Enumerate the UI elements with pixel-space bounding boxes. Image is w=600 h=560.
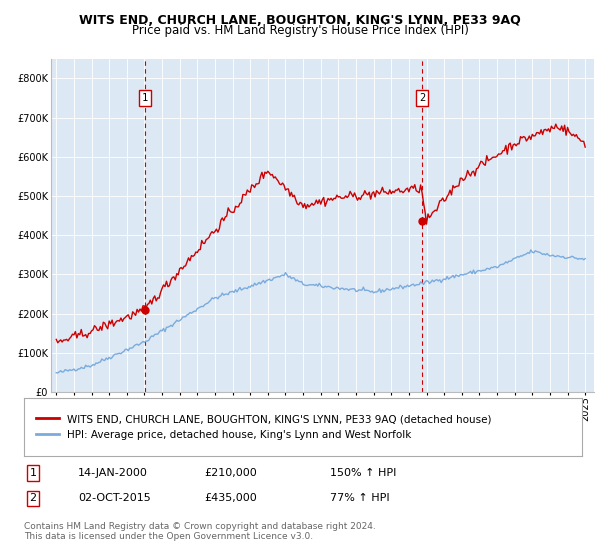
Text: 14-JAN-2000: 14-JAN-2000 — [78, 468, 148, 478]
Text: Price paid vs. HM Land Registry's House Price Index (HPI): Price paid vs. HM Land Registry's House … — [131, 24, 469, 37]
Text: 1: 1 — [29, 468, 37, 478]
Text: 1: 1 — [142, 93, 148, 103]
Text: WITS END, CHURCH LANE, BOUGHTON, KING'S LYNN, PE33 9AQ: WITS END, CHURCH LANE, BOUGHTON, KING'S … — [79, 14, 521, 27]
Legend: WITS END, CHURCH LANE, BOUGHTON, KING'S LYNN, PE33 9AQ (detached house), HPI: Av: WITS END, CHURCH LANE, BOUGHTON, KING'S … — [32, 410, 496, 444]
Text: 77% ↑ HPI: 77% ↑ HPI — [330, 493, 389, 503]
Text: 2: 2 — [29, 493, 37, 503]
Text: 150% ↑ HPI: 150% ↑ HPI — [330, 468, 397, 478]
Text: Contains HM Land Registry data © Crown copyright and database right 2024.: Contains HM Land Registry data © Crown c… — [24, 522, 376, 531]
Text: £210,000: £210,000 — [204, 468, 257, 478]
Text: This data is licensed under the Open Government Licence v3.0.: This data is licensed under the Open Gov… — [24, 532, 313, 541]
Text: £435,000: £435,000 — [204, 493, 257, 503]
Text: 02-OCT-2015: 02-OCT-2015 — [78, 493, 151, 503]
Text: 2: 2 — [419, 93, 425, 103]
